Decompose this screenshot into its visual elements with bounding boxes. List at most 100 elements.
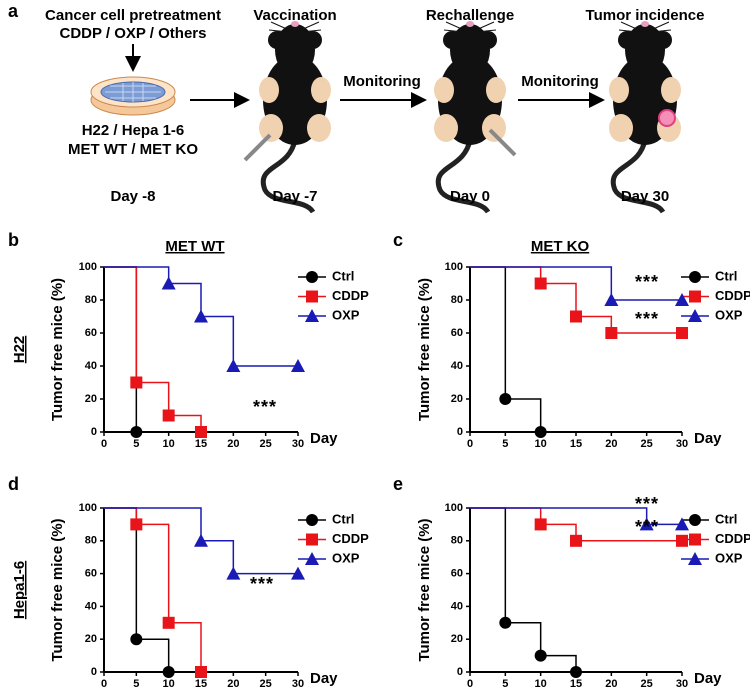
marker (162, 616, 175, 629)
x-tick-label: 20 (227, 678, 239, 690)
survival-line (104, 507, 170, 672)
row-label: Hepa1-6 (11, 561, 28, 619)
marker (676, 534, 688, 547)
syringe (243, 133, 272, 162)
chart: d Hepa1-6 Tumor free mice (%) Day 0 20 40 60 80 1… (8, 474, 369, 690)
x-tick-label: 5 (502, 438, 508, 450)
survival-line (104, 266, 298, 367)
annotation: *** (250, 574, 274, 594)
legend-marker (689, 290, 701, 303)
chart-title: MET KO (531, 238, 590, 255)
legend-label: OXP (715, 550, 743, 565)
x-tick-label: 10 (535, 678, 547, 690)
x-axis-title: Day (310, 670, 338, 687)
legend-label: OXP (715, 307, 743, 322)
y-tick-label: 40 (85, 600, 97, 612)
step-title: Rechallenge (426, 7, 514, 24)
marker (226, 566, 241, 580)
day-label: Day -8 (110, 188, 155, 205)
survival-line (104, 266, 138, 432)
legend-marker (306, 514, 318, 526)
legend-marker (688, 309, 702, 322)
x-tick-label: 0 (467, 678, 473, 690)
marker (195, 666, 207, 678)
y-tick-label: 100 (79, 261, 97, 273)
x-tick-label: 20 (605, 678, 617, 690)
marker (162, 409, 175, 422)
legend-label: Ctrl (715, 268, 737, 283)
marker (570, 310, 582, 323)
y-tick-label: 100 (445, 502, 463, 514)
legend-label: Ctrl (332, 511, 354, 526)
y-tick-label: 20 (451, 393, 463, 405)
x-tick-label: 25 (641, 678, 653, 690)
marker (291, 566, 305, 580)
y-tick-label: 80 (451, 535, 463, 547)
y-tick-label: 100 (79, 502, 97, 514)
x-tick-label: 15 (195, 438, 207, 450)
y-tick-label: 20 (85, 633, 97, 645)
x-tick-label: 10 (535, 438, 547, 450)
marker (162, 666, 175, 678)
chart: b MET WT H22 Tumor free mice (%) Day 0 20 40 60 8… (8, 230, 369, 450)
annotation: *** (635, 517, 659, 537)
marker (194, 309, 208, 323)
y-tick-label: 60 (85, 327, 97, 339)
row-label: H22 (11, 336, 28, 364)
legend-marker (689, 271, 701, 283)
x-tick-label: 30 (292, 438, 304, 450)
survival-line (104, 266, 202, 432)
legend-marker (306, 533, 318, 546)
annotation: *** (635, 494, 659, 514)
marker (130, 426, 143, 438)
marker (534, 649, 547, 662)
legend-label: OXP (332, 550, 360, 565)
x-tick-label: 15 (570, 438, 582, 450)
marker (291, 359, 305, 372)
y-tick-label: 20 (85, 393, 97, 405)
x-tick-label: 15 (570, 678, 582, 690)
survival-line (104, 507, 298, 575)
y-tick-label: 40 (85, 360, 97, 372)
legend-label: CDDP (332, 288, 369, 303)
step-title: Tumor incidence (586, 7, 705, 24)
legend-label: CDDP (332, 531, 369, 546)
survival-line (470, 266, 682, 301)
marker (161, 276, 176, 290)
marker (605, 327, 618, 339)
y-tick-label: 60 (85, 568, 97, 580)
legend-label: OXP (332, 307, 360, 322)
x-tick-label: 5 (502, 678, 508, 690)
schematic: a Cancer cell pretreatment CDDP / OXP / … (8, 1, 704, 212)
legend-marker (689, 533, 701, 546)
x-tick-label: 30 (292, 678, 304, 690)
day-label: Day 30 (621, 188, 669, 205)
legend-label: Ctrl (715, 511, 737, 526)
step-text: MET WT / MET KO (68, 141, 198, 158)
day-label: Day 0 (450, 188, 490, 205)
x-tick-label: 25 (260, 678, 272, 690)
survival-line (470, 507, 577, 672)
mouse (259, 21, 331, 212)
culture-dish (90, 76, 176, 116)
y-tick-label: 100 (445, 261, 463, 273)
survival-line (470, 266, 542, 432)
tumor (658, 109, 676, 127)
legend-marker (305, 552, 319, 565)
x-tick-label: 15 (195, 678, 207, 690)
x-tick-label: 5 (133, 438, 139, 450)
y-axis-title: Tumor free mice (%) (416, 278, 433, 421)
marker (676, 327, 688, 339)
marker (534, 518, 547, 531)
x-axis-title: Day (310, 430, 338, 447)
step-text: H22 / Hepa 1-6 (82, 122, 185, 139)
marker (499, 393, 512, 405)
legend-label: Ctrl (332, 268, 354, 283)
step-title: Cancer cell pretreatment (45, 7, 221, 24)
y-axis-title: Tumor free mice (%) (416, 518, 433, 661)
y-tick-label: 0 (457, 426, 463, 438)
legend-label: CDDP (715, 288, 750, 303)
marker (130, 518, 143, 531)
arrow-label: Monitoring (343, 73, 420, 90)
